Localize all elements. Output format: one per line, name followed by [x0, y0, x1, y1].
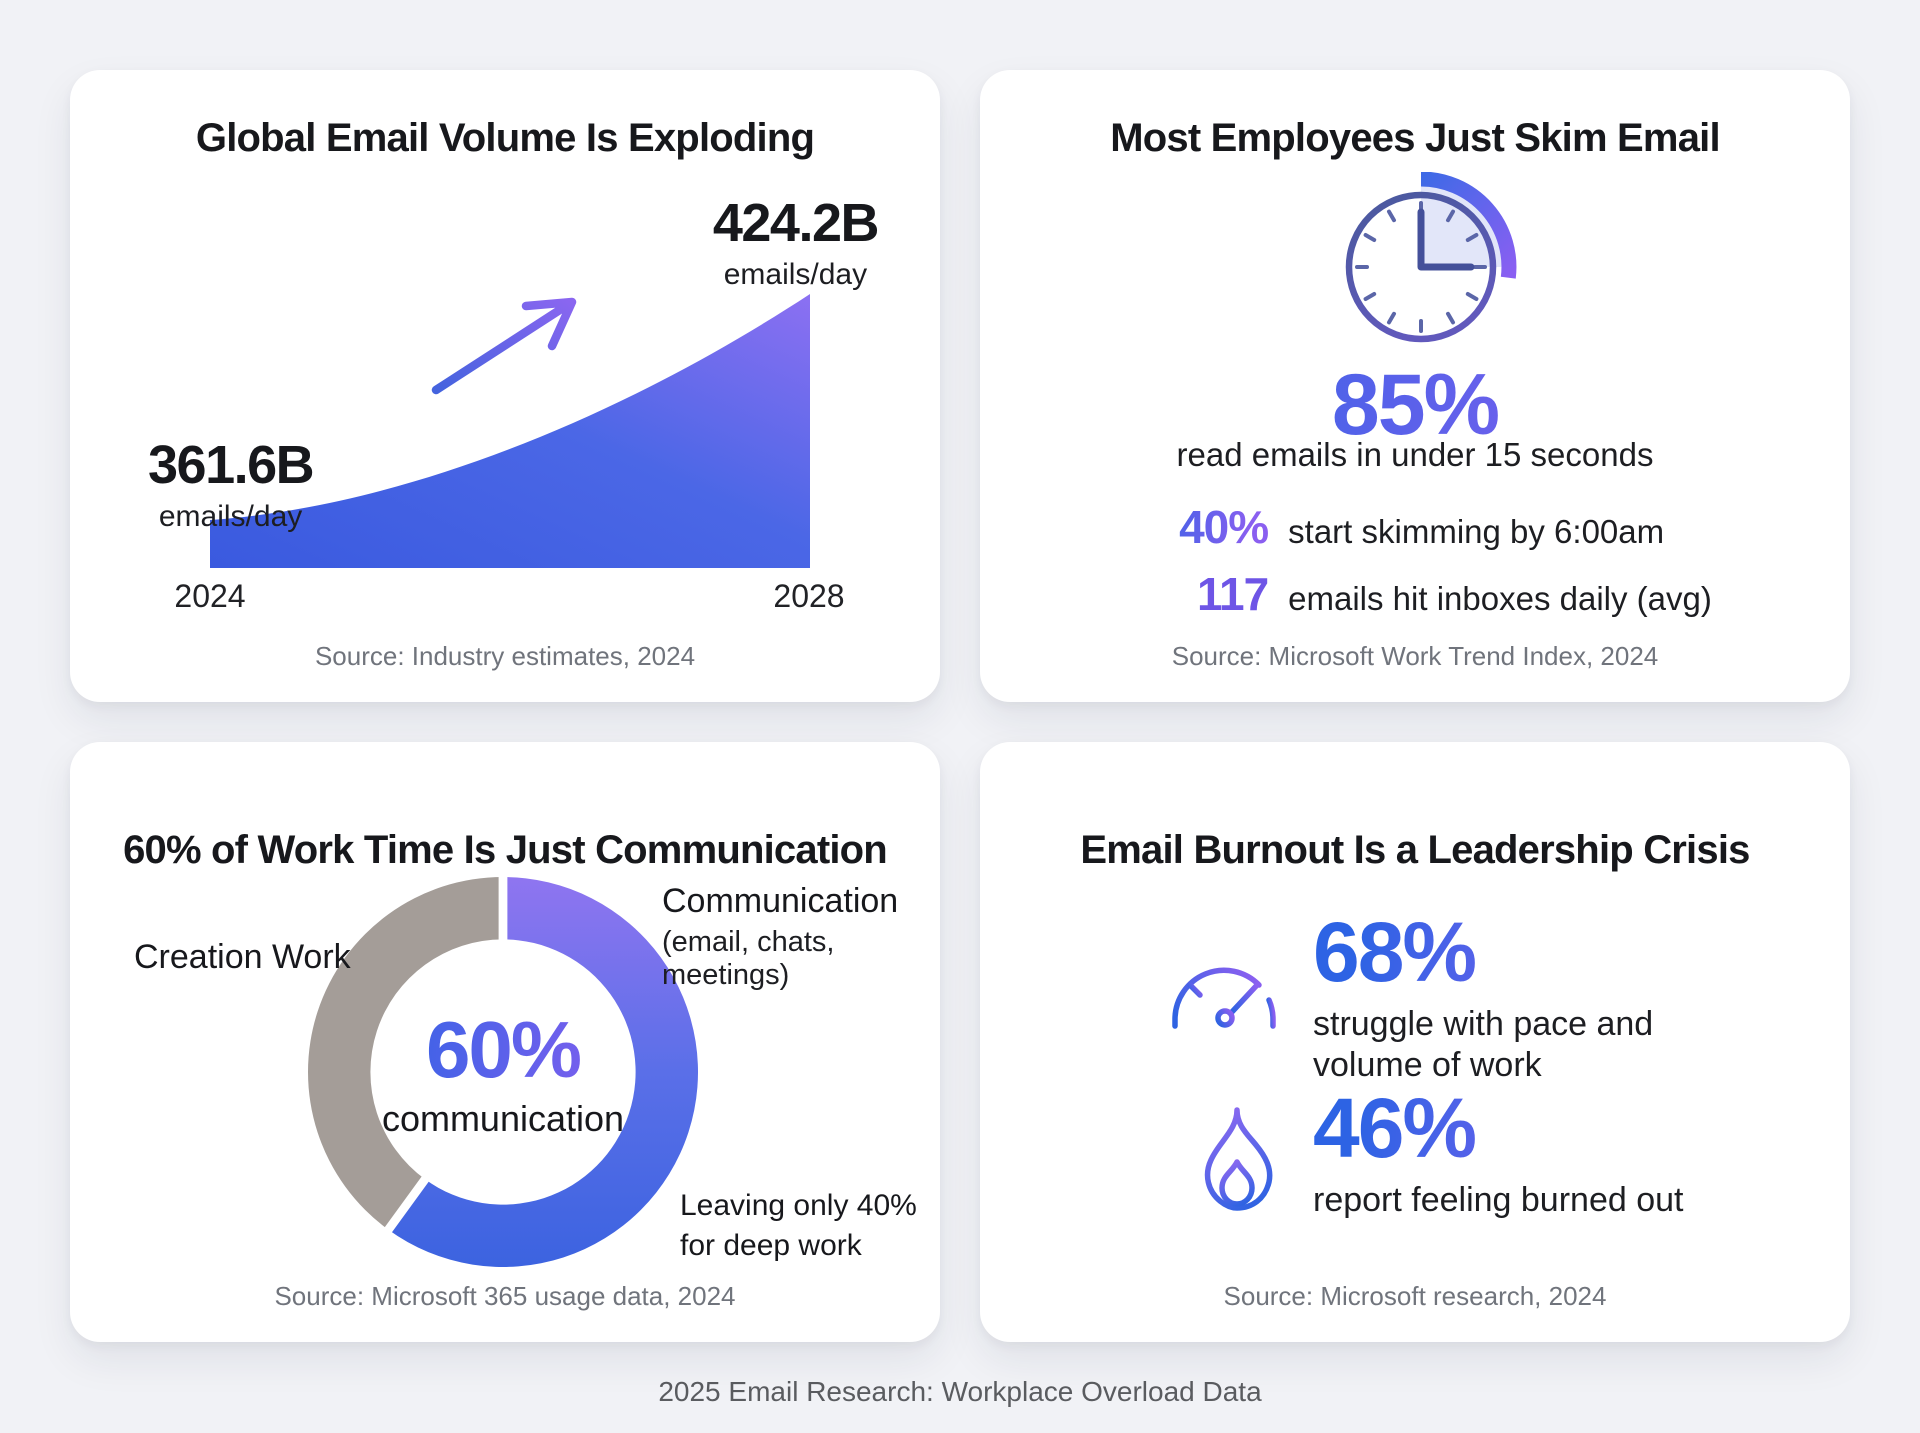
skim-stat-label: start skimming by 6:00am	[1288, 513, 1665, 550]
burnout-stat-value: 68%	[1313, 910, 1693, 994]
deep-work-note-line1: Leaving only 40%	[680, 1189, 917, 1222]
card-email-burnout: Email Burnout Is a Leadership Crisis	[980, 742, 1850, 1342]
card-communication-time: 60% of Work Time Is Just Communication 6…	[70, 742, 940, 1342]
start-volume-unit: emails/day	[158, 500, 303, 533]
card-communication-time-source: Source: Microsoft 365 usage data, 2024	[274, 1281, 736, 1311]
card-email-burnout-title: Email Burnout Is a Leadership Crisis	[1080, 828, 1750, 872]
x-axis-label-start: 2024	[174, 578, 246, 614]
donut-segment-communication	[388, 877, 698, 1267]
skim-stat-value: 117	[1196, 568, 1269, 620]
work-time-donut-chart	[308, 877, 698, 1267]
card-email-volume: Global Email Volume Is Exploding	[70, 70, 940, 702]
list-item: 117 emails hit inboxes daily (avg)	[1118, 567, 1712, 621]
burnout-stat-value: 46%	[1313, 1086, 1683, 1170]
donut-label-communication-sub: (email, chats, meetings)	[662, 926, 835, 991]
donut-label-creation-work: Creation Work	[134, 938, 351, 976]
burnout-stat-row: 46% report feeling burned out	[1160, 1086, 1683, 1221]
email-volume-area-chart	[210, 294, 810, 568]
skim-big-value: 85%	[980, 356, 1850, 455]
skim-stats-list: 40% start skimming by 6:00am 117 emails …	[1118, 500, 1712, 621]
donut-center-label: communication	[381, 1098, 625, 1139]
card-email-volume-title: Global Email Volume Is Exploding	[195, 116, 815, 160]
end-volume-value: 424.2B	[712, 193, 880, 253]
donut-center-value: 60%	[303, 1004, 703, 1096]
gauge-icon	[1172, 967, 1276, 1029]
skim-stat-label: emails hit inboxes daily (avg)	[1288, 580, 1712, 617]
end-volume-stat: 424.2B emails/day	[712, 192, 880, 292]
clock-icon	[1345, 172, 1517, 343]
card-email-volume-source: Source: Industry estimates, 2024	[314, 641, 696, 671]
deep-work-note-line2: for deep work	[680, 1229, 862, 1262]
skim-big-label: read emails in under 15 seconds	[1176, 436, 1654, 473]
donut-label-communication: Communication (email, chats, meetings)	[662, 882, 940, 992]
card-skim-email-source: Source: Microsoft Work Trend Index, 2024	[1171, 641, 1659, 671]
donut-label-communication-title: Communication	[662, 882, 899, 920]
start-volume-value: 361.6B	[148, 435, 315, 495]
card-communication-time-title: 60% of Work Time Is Just Communication	[123, 828, 888, 872]
card-skim-email-title: Most Employees Just Skim Email	[1110, 116, 1720, 160]
infographic-grid: Global Email Volume Is Exploding	[70, 70, 1850, 1342]
x-axis-label-end: 2028	[773, 578, 845, 614]
donut-center-stat: 60% communication	[303, 1004, 703, 1140]
end-volume-unit: emails/day	[723, 258, 868, 291]
skim-stat-value: 40%	[1118, 500, 1269, 554]
card-email-burnout-source: Source: Microsoft research, 2024	[1223, 1281, 1607, 1311]
burnout-stat-label: struggle with pace and volume of work	[1313, 1005, 1654, 1084]
list-item: 40% start skimming by 6:00am	[1118, 500, 1712, 554]
burnout-stat-row: 68% struggle with pace and volume of wor…	[1145, 910, 1693, 1086]
deep-work-note: Leaving only 40% for deep work	[680, 1186, 917, 1266]
trend-arrow-icon	[431, 297, 577, 395]
page-footer: 2025 Email Research: Workplace Overload …	[658, 1376, 1262, 1407]
flame-icon	[1204, 1107, 1272, 1211]
card-skim-email: Most Employees Just Skim Email	[980, 70, 1850, 702]
burnout-stat-label: report feeling burned out	[1313, 1181, 1684, 1219]
start-volume-stat: 361.6B emails/day	[148, 434, 315, 534]
donut-segment-creation-work	[308, 877, 503, 1230]
